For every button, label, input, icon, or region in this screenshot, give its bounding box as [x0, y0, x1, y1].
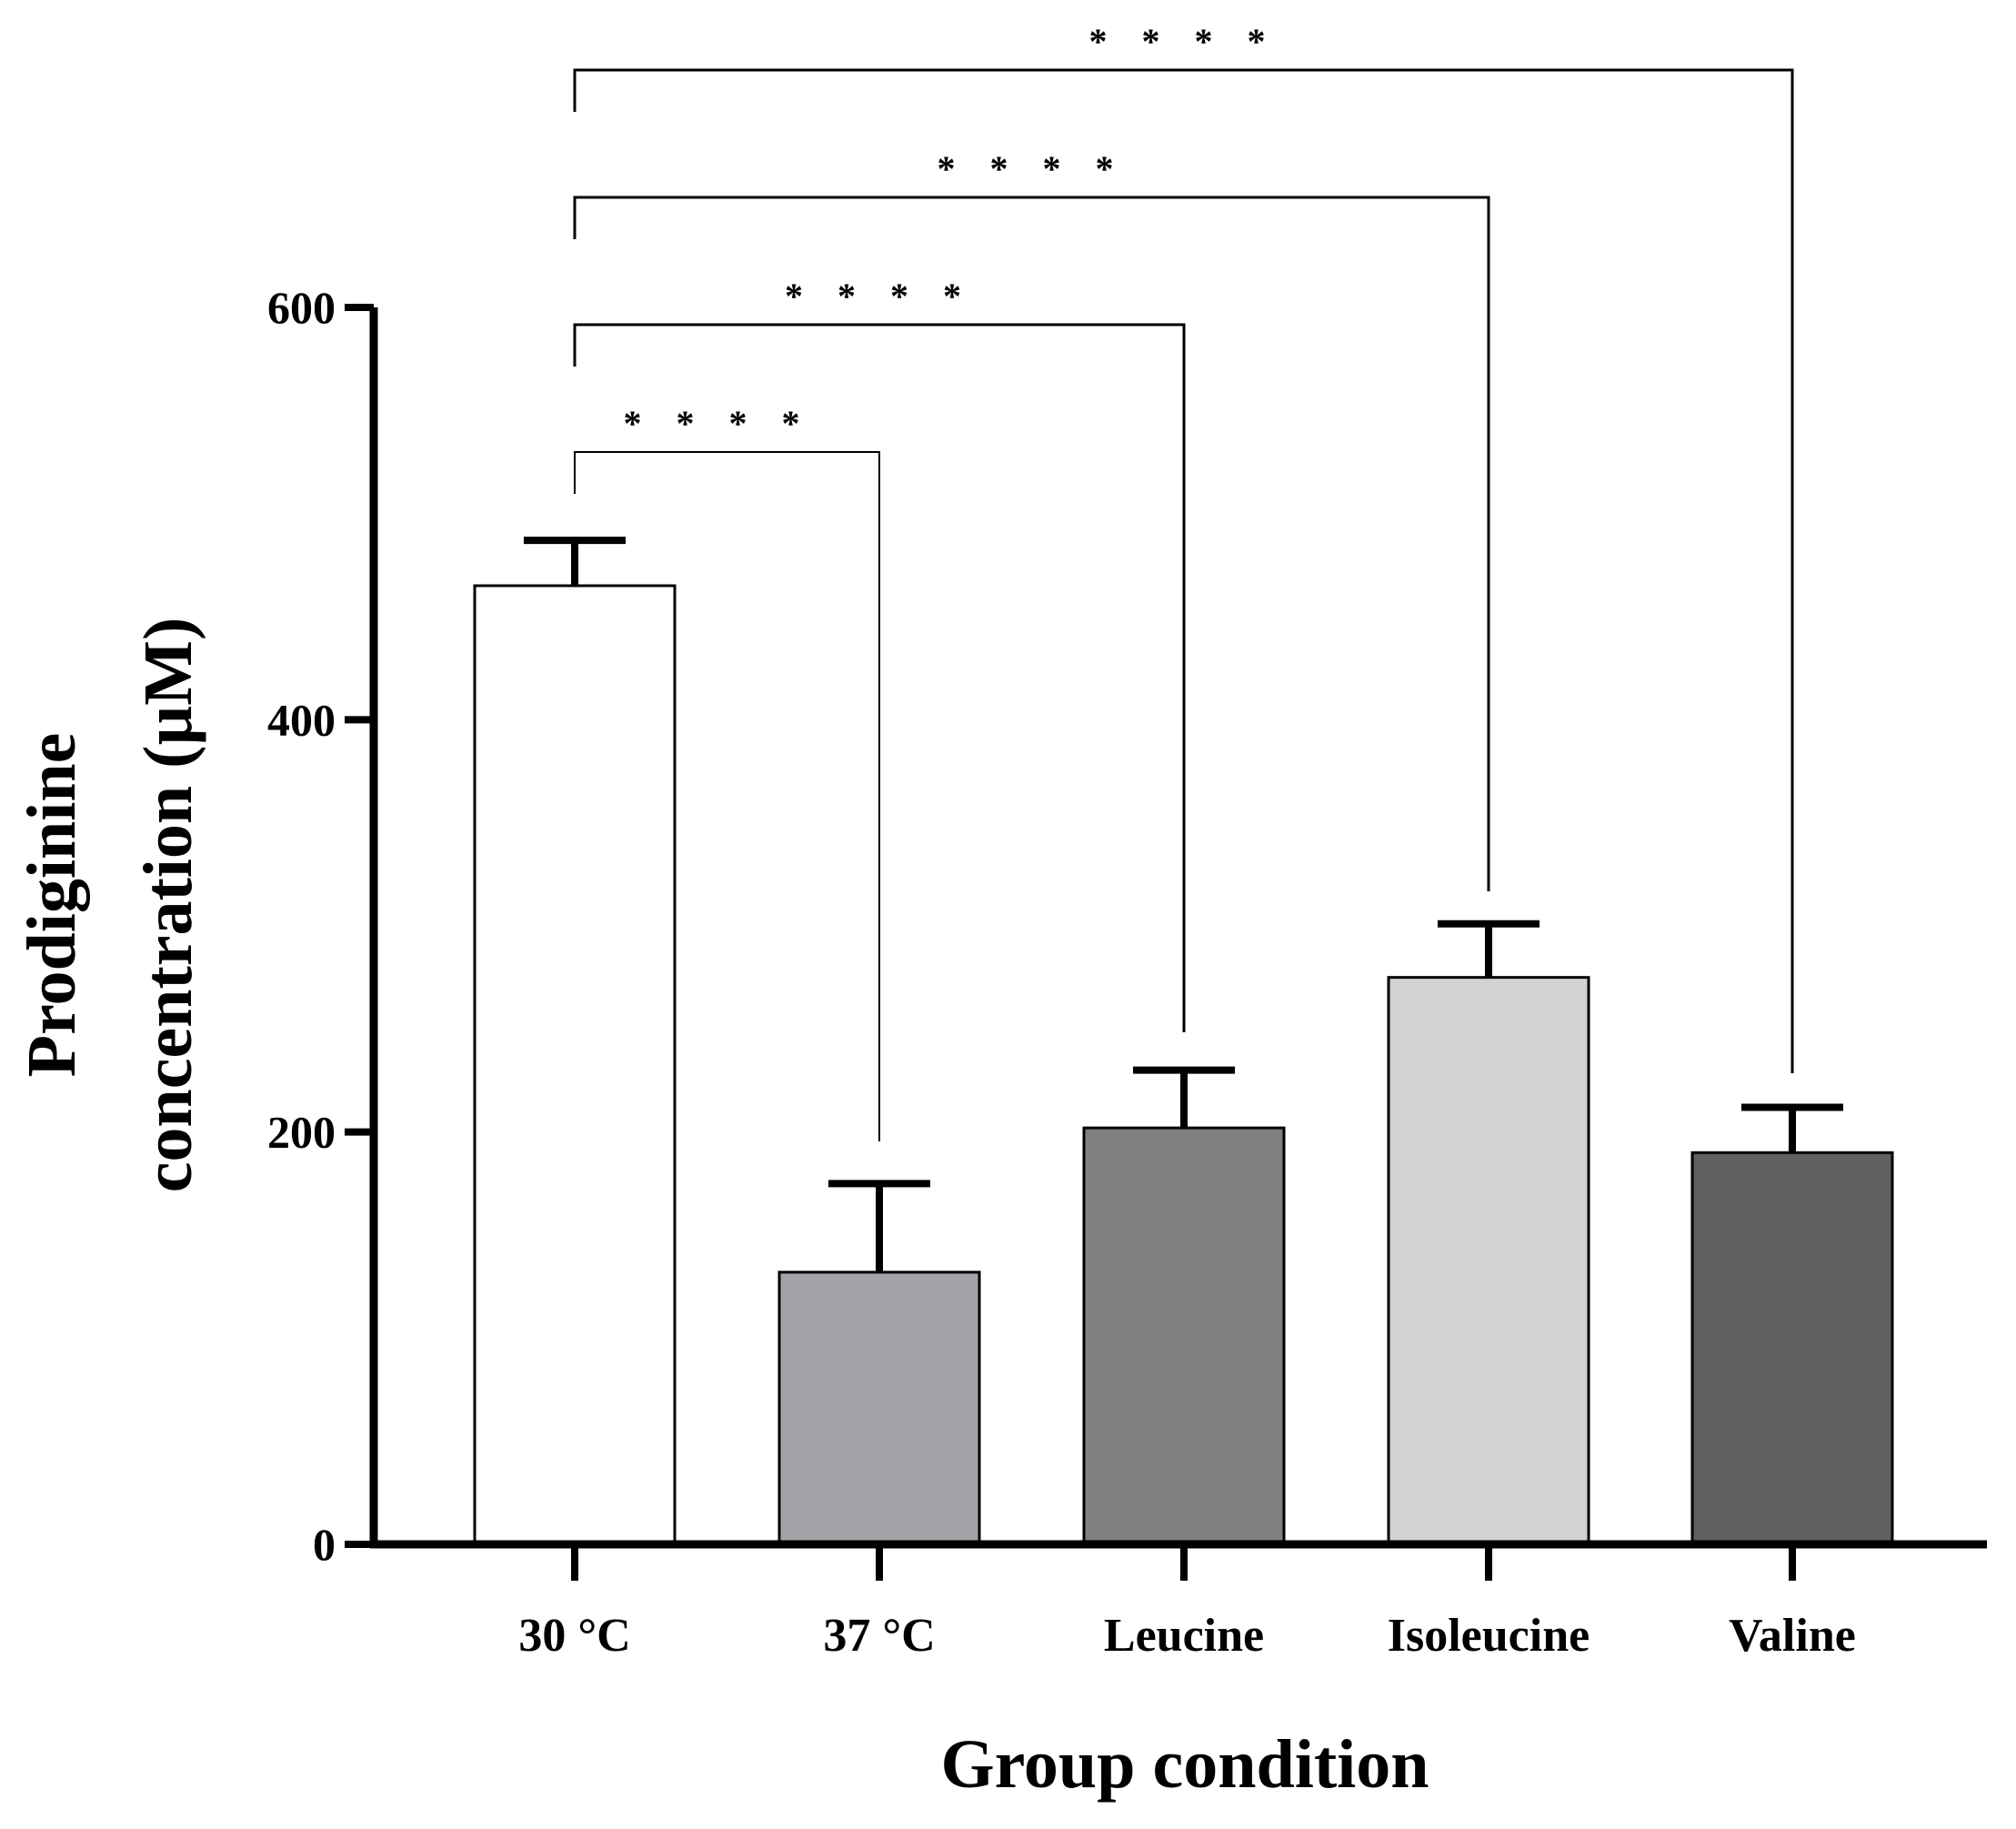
- y-tick-label: 0: [313, 1519, 336, 1570]
- bar: [473, 584, 677, 1546]
- significance-stars: * * * *: [938, 148, 1127, 189]
- significance-layer: * * * * * * * * * * * * * * * *: [573, 21, 1794, 1141]
- bar: [777, 1271, 981, 1546]
- x-tick-label: 30 °C: [518, 1610, 630, 1662]
- significance-bracket: [574, 451, 880, 1141]
- axes-layer: [369, 307, 1987, 1549]
- y-axis-title-line-2: concentration (µM): [130, 618, 206, 1193]
- bar: [1082, 1126, 1286, 1546]
- bar: [1690, 1151, 1894, 1546]
- significance-bracket: [573, 323, 1186, 1032]
- x-tick-label: 37 °C: [823, 1610, 935, 1662]
- x-tick-label: Valine: [1729, 1610, 1856, 1662]
- y-tick-label: 200: [267, 1107, 336, 1158]
- y-axis-title-line-1: Prodiginine: [14, 733, 90, 1078]
- bars-layer: [473, 537, 1894, 1546]
- ticks-layer: 0 200 400 600 30 °C 37 °C Leucine Isoleucine Val…: [267, 282, 1856, 1662]
- bar: [1387, 976, 1590, 1546]
- significance-bracket: [573, 68, 1794, 1073]
- y-tick-label: 600: [267, 282, 336, 333]
- significance-stars: * * * *: [624, 403, 813, 444]
- significance-stars: * * * *: [785, 276, 974, 317]
- x-axis-title: Group condition: [940, 1726, 1429, 1803]
- x-tick-label: Leucine: [1104, 1610, 1264, 1662]
- y-tick-label: 400: [267, 694, 336, 745]
- significance-stars: * * * *: [1089, 21, 1279, 62]
- x-tick-label: Isoleucine: [1388, 1610, 1590, 1662]
- significance-bracket: [573, 196, 1490, 891]
